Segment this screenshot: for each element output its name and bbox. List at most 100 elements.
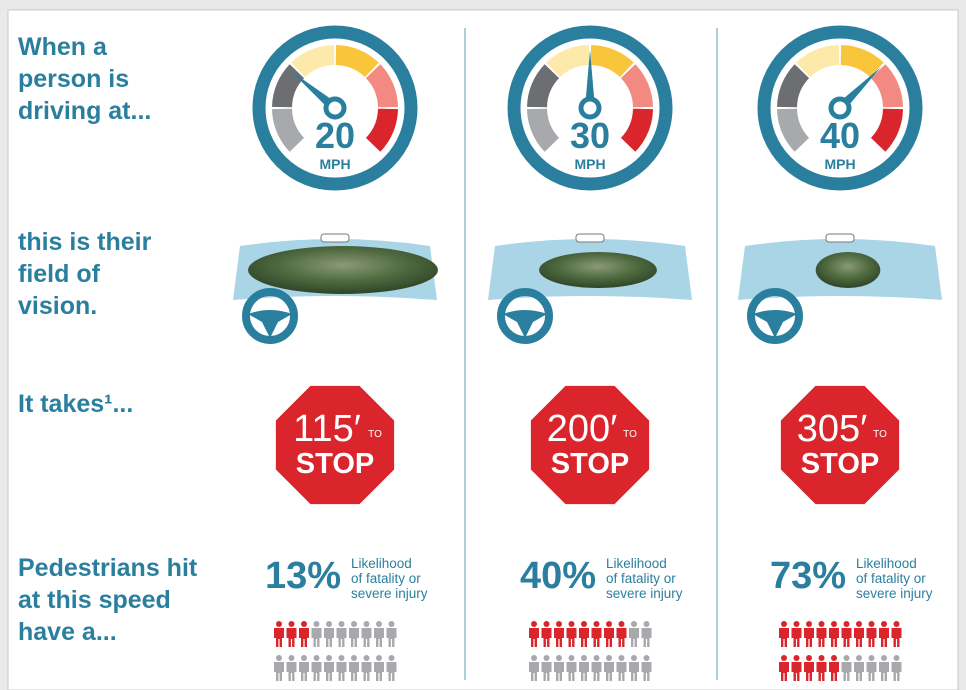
person-head xyxy=(606,621,612,627)
person-head xyxy=(869,655,875,661)
stop-to: TO xyxy=(368,429,382,440)
person-head xyxy=(531,655,537,661)
person-head xyxy=(389,655,395,661)
fatality-description: severe injury xyxy=(606,586,683,601)
row-label: Pedestrians hit xyxy=(18,554,198,582)
fatality-rate: 73% xyxy=(770,555,846,597)
fatality-rate: 13% xyxy=(265,555,341,597)
person-head xyxy=(301,655,307,661)
infographic: When aperson isdriving at...this is thei… xyxy=(0,0,966,690)
person-head xyxy=(544,621,550,627)
person-head xyxy=(894,621,900,627)
person-head xyxy=(881,655,887,661)
person-head xyxy=(606,655,612,661)
stop-distance: 200′ xyxy=(547,408,618,450)
person-head xyxy=(631,655,637,661)
person-head xyxy=(894,655,900,661)
person-head xyxy=(569,655,575,661)
mirror xyxy=(576,234,604,242)
person-head xyxy=(314,655,320,661)
fatality-description: severe injury xyxy=(856,586,933,601)
row-label: It takes¹... xyxy=(18,390,133,418)
fatality-description: of fatality or xyxy=(606,571,676,586)
mirror xyxy=(321,234,349,242)
person-head xyxy=(869,621,875,627)
person-head xyxy=(644,621,650,627)
person-head xyxy=(856,655,862,661)
fatality-description: Likelihood xyxy=(856,556,917,571)
fatality-description: severe injury xyxy=(351,586,428,601)
person-head xyxy=(581,621,587,627)
stop-word: STOP xyxy=(551,448,629,480)
person-head xyxy=(301,621,307,627)
speed: 30 xyxy=(570,115,610,156)
person-head xyxy=(856,621,862,627)
person-head xyxy=(819,655,825,661)
speed: 20 xyxy=(315,115,355,156)
person-head xyxy=(794,621,800,627)
stop-to: TO xyxy=(623,429,637,440)
person-head xyxy=(339,655,345,661)
fatality-description: of fatality or xyxy=(351,571,421,586)
person-head xyxy=(364,621,370,627)
person-head xyxy=(831,655,837,661)
person-head xyxy=(376,655,382,661)
page: {"rows": [ {"label": ["When a", "person … xyxy=(0,0,966,690)
speed: 40 xyxy=(820,115,860,156)
row-label: vision. xyxy=(18,292,97,320)
stop-distance: 305′ xyxy=(797,408,868,450)
person-head xyxy=(289,655,295,661)
person-head xyxy=(314,621,320,627)
field-of-vision xyxy=(816,252,881,288)
person-head xyxy=(376,621,382,627)
person-head xyxy=(339,621,345,627)
person-head xyxy=(806,655,812,661)
person-head xyxy=(389,621,395,627)
person-head xyxy=(844,655,850,661)
row-label: When a xyxy=(18,33,108,61)
person-head xyxy=(289,621,295,627)
person-head xyxy=(844,621,850,627)
stop-word: STOP xyxy=(296,448,374,480)
speed-unit: MPH xyxy=(319,156,350,172)
stop-distance: 115′ xyxy=(293,408,361,450)
person-head xyxy=(351,655,357,661)
field-of-vision xyxy=(248,246,438,294)
person-head xyxy=(794,655,800,661)
fatality-description: Likelihood xyxy=(606,556,667,571)
person-head xyxy=(781,655,787,661)
person-head xyxy=(569,621,575,627)
person-head xyxy=(556,621,562,627)
person-head xyxy=(831,621,837,627)
speed-unit: MPH xyxy=(824,156,855,172)
person-head xyxy=(806,621,812,627)
fatality-description: Likelihood xyxy=(351,556,412,571)
fatality-description: of fatality or xyxy=(856,571,926,586)
person-head xyxy=(276,621,282,627)
person-head xyxy=(819,621,825,627)
person-head xyxy=(631,621,637,627)
person-head xyxy=(544,655,550,661)
person-head xyxy=(619,655,625,661)
row-label: have a... xyxy=(18,618,117,646)
person-head xyxy=(781,621,787,627)
row-label: driving at... xyxy=(18,97,151,125)
person-head xyxy=(326,655,332,661)
person-head xyxy=(594,621,600,627)
person-head xyxy=(326,621,332,627)
person-head xyxy=(351,621,357,627)
person-head xyxy=(531,621,537,627)
person-head xyxy=(881,621,887,627)
stop-word: STOP xyxy=(801,448,879,480)
mirror xyxy=(826,234,854,242)
row-label: field of xyxy=(18,260,101,288)
person-head xyxy=(594,655,600,661)
field-of-vision xyxy=(539,252,657,288)
person-head xyxy=(556,655,562,661)
person-head xyxy=(276,655,282,661)
person-head xyxy=(581,655,587,661)
speed-unit: MPH xyxy=(574,156,605,172)
person-head xyxy=(644,655,650,661)
person-head xyxy=(619,621,625,627)
stop-to: TO xyxy=(873,429,887,440)
